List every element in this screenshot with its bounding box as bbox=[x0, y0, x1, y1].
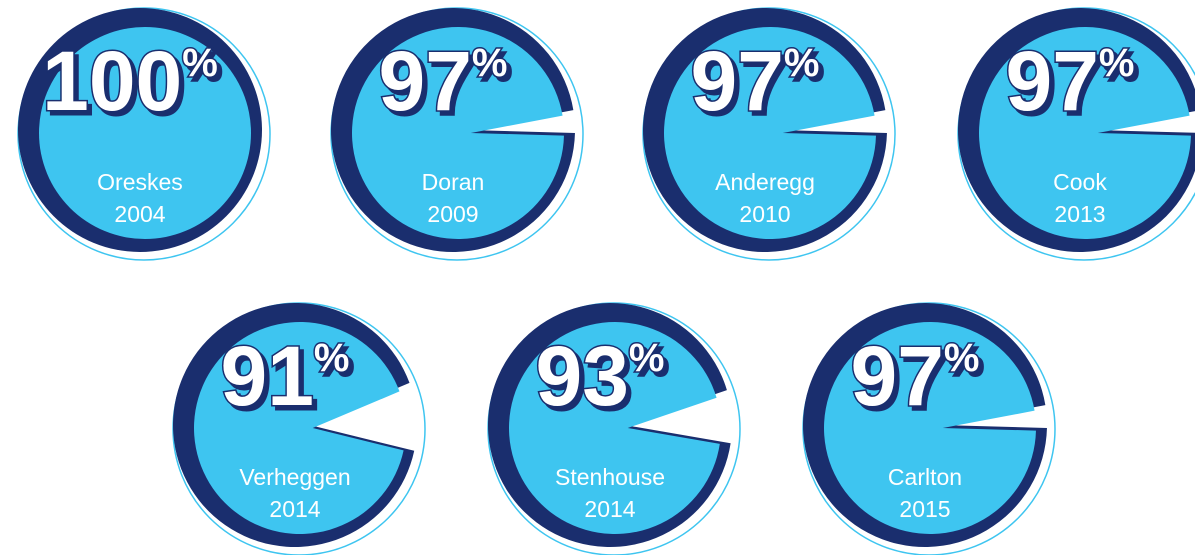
unit: % bbox=[182, 41, 218, 85]
pie-fill bbox=[39, 27, 251, 239]
value: 93 bbox=[535, 329, 628, 423]
pie-fill bbox=[509, 321, 720, 534]
unit: % bbox=[472, 41, 508, 85]
unit: % bbox=[314, 336, 350, 380]
pie-badge: 97% Cook 2013 bbox=[957, 7, 1195, 261]
year: 2014 bbox=[269, 496, 320, 522]
year: 2004 bbox=[114, 201, 165, 227]
pie-fill bbox=[193, 321, 404, 534]
name: Anderegg bbox=[715, 169, 815, 195]
unit: % bbox=[629, 336, 665, 380]
pie-fill bbox=[824, 321, 1036, 534]
unit: % bbox=[1099, 41, 1135, 85]
year: 2010 bbox=[739, 201, 790, 227]
name: Stenhouse bbox=[555, 464, 665, 490]
pie-badge: 93% Stenhouse 2014 bbox=[487, 302, 741, 555]
value-label: 97% bbox=[690, 34, 819, 128]
pie-fill bbox=[352, 26, 564, 239]
pie-badge: 97% Anderegg 2010 bbox=[642, 7, 896, 261]
pie-badge: 100% Oreskes 2004 bbox=[17, 7, 271, 261]
value: 97 bbox=[378, 34, 471, 128]
value: 97 bbox=[690, 34, 783, 128]
pie-badge: 91% Verheggen 2014 bbox=[172, 302, 426, 555]
unit: % bbox=[944, 336, 980, 380]
value-label: 91% bbox=[220, 329, 349, 423]
name: Doran bbox=[422, 169, 485, 195]
value-label: 100% bbox=[42, 34, 218, 128]
pie-badge: 97% Carlton 2015 bbox=[802, 302, 1056, 555]
pie-fill bbox=[979, 26, 1191, 239]
year: 2015 bbox=[899, 496, 950, 522]
value: 97 bbox=[850, 329, 943, 423]
name: Oreskes bbox=[97, 169, 183, 195]
name: Verheggen bbox=[239, 464, 350, 490]
value: 91 bbox=[220, 329, 313, 423]
name: Cook bbox=[1053, 169, 1107, 195]
pie-fill bbox=[664, 27, 876, 240]
year: 2009 bbox=[427, 201, 478, 227]
year: 2014 bbox=[584, 496, 635, 522]
value-label: 97% bbox=[850, 329, 979, 423]
value: 100 bbox=[42, 34, 182, 128]
value-label: 93% bbox=[535, 329, 664, 423]
pie-badge: 97% Doran 2009 bbox=[330, 7, 584, 261]
year: 2013 bbox=[1054, 201, 1105, 227]
value-label: 97% bbox=[378, 34, 507, 128]
name: Carlton bbox=[888, 464, 962, 490]
value: 97 bbox=[1005, 34, 1098, 128]
unit: % bbox=[784, 41, 820, 85]
value-label: 97% bbox=[1005, 34, 1134, 128]
